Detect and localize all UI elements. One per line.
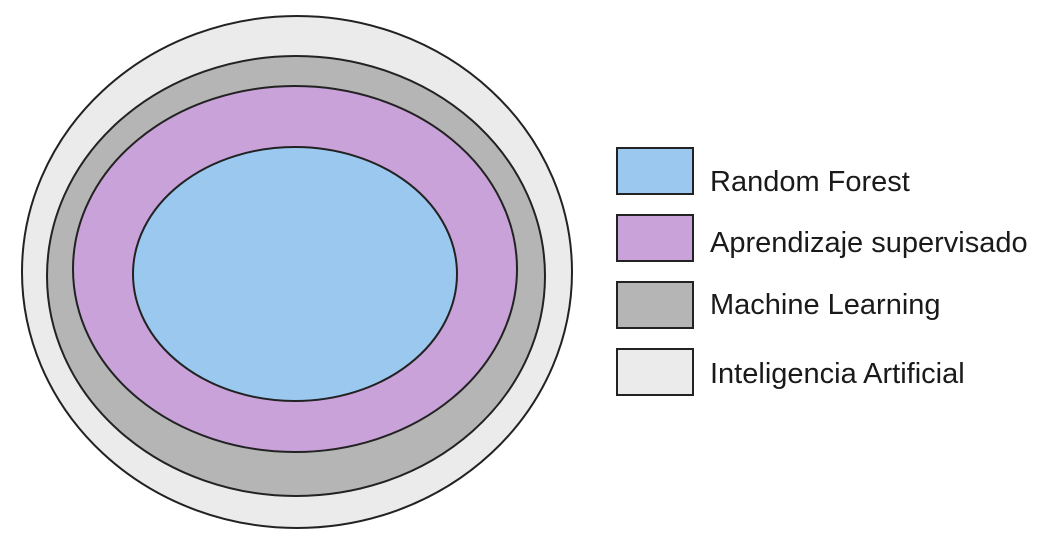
legend-label-aprendizaje-supervisado: Aprendizaje supervisado bbox=[710, 227, 1028, 259]
legend: Random Forest Aprendizaje supervisado Ma… bbox=[616, 147, 1028, 396]
legend-swatch-inteligencia-artificial bbox=[616, 348, 694, 396]
legend-item-random-forest: Random Forest bbox=[616, 147, 910, 198]
legend-swatch-aprendizaje-supervisado bbox=[616, 214, 694, 262]
legend-swatch-random-forest bbox=[616, 147, 694, 195]
nested-rings bbox=[21, 15, 573, 529]
legend-label-random-forest: Random Forest bbox=[710, 166, 910, 198]
legend-item-aprendizaje-supervisado: Aprendizaje supervisado bbox=[616, 214, 1028, 262]
legend-label-inteligencia-artificial: Inteligencia Artificial bbox=[710, 358, 965, 390]
legend-label-machine-learning: Machine Learning bbox=[710, 289, 941, 321]
legend-swatch-machine-learning bbox=[616, 281, 694, 329]
legend-item-inteligencia-artificial: Inteligencia Artificial bbox=[616, 348, 965, 396]
legend-item-machine-learning: Machine Learning bbox=[616, 281, 941, 329]
ring-random-forest bbox=[132, 146, 458, 402]
